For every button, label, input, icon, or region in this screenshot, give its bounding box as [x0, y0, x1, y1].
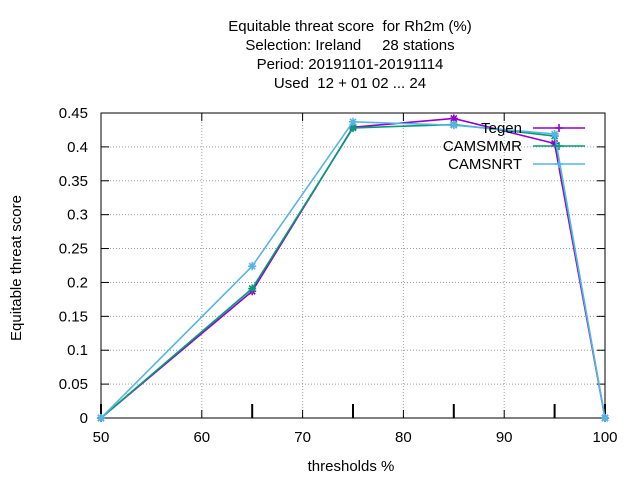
chart-title-line-2: Selection: Ireland 28 stations	[245, 37, 455, 54]
y-tick-label: 0.35	[59, 173, 88, 190]
data-point	[97, 414, 105, 422]
y-tick-label: 0	[80, 410, 88, 427]
y-tick-label: 0.2	[67, 274, 88, 291]
legend-label: CAMSMMR	[443, 138, 522, 155]
legend-label: Tegen	[481, 120, 522, 137]
x-tick-label: 90	[496, 429, 513, 446]
y-tick-label: 0.15	[59, 308, 88, 325]
data-point	[248, 284, 257, 293]
legend-item-camsnrt: CAMSNRT	[448, 156, 585, 173]
x-tick-label: 50	[93, 429, 110, 446]
series-layer	[97, 114, 609, 422]
chart-title-line-1: Equitable threat score for Rh2m (%)	[228, 18, 472, 35]
data-point	[248, 262, 257, 271]
series-camsmmr	[97, 120, 609, 422]
data-point	[349, 117, 357, 126]
data-point	[449, 114, 458, 123]
y-tick-label: 0.1	[67, 342, 88, 359]
series-tegen	[97, 114, 609, 422]
y-tick-label: 0.45	[59, 105, 88, 122]
x-tick-label: 100	[592, 429, 617, 446]
y-tick-label: 0.25	[59, 241, 88, 258]
chart-title-line-3: Period: 20191101-20191114	[256, 56, 444, 73]
grid-layer	[101, 113, 605, 418]
data-point	[601, 414, 609, 422]
plot-frame	[100, 112, 606, 419]
series-line	[100, 120, 606, 419]
legend-item-camsmmr: CAMSMMR	[443, 138, 585, 155]
y-tick-label: 0.3	[67, 207, 88, 224]
series-line	[100, 123, 606, 419]
legend-label: CAMSNRT	[448, 156, 522, 173]
series-camsnrt	[97, 117, 609, 422]
x-tick-label: 70	[294, 429, 311, 446]
chart-title-line-4: Used 12 + 01 02 ... 24	[273, 75, 427, 92]
y-tick-label: 0.05	[59, 376, 88, 393]
series-line	[100, 117, 606, 419]
x-axis-label: thresholds %	[308, 458, 395, 475]
x-tick-label: 60	[193, 429, 210, 446]
y-axis-label: Equitable threat score	[8, 195, 25, 341]
y-tick-label: 0.4	[67, 139, 88, 156]
data-point	[550, 130, 559, 139]
data-point	[449, 121, 458, 130]
legend-item-tegen: Tegen	[481, 120, 585, 137]
x-tick-label: 80	[395, 429, 412, 446]
ticks-layer: 0 0.05 0.1 0.15 0.2 0.25 0.3 0.35 0.4 0.45 50 60 70 8…	[59, 105, 618, 446]
